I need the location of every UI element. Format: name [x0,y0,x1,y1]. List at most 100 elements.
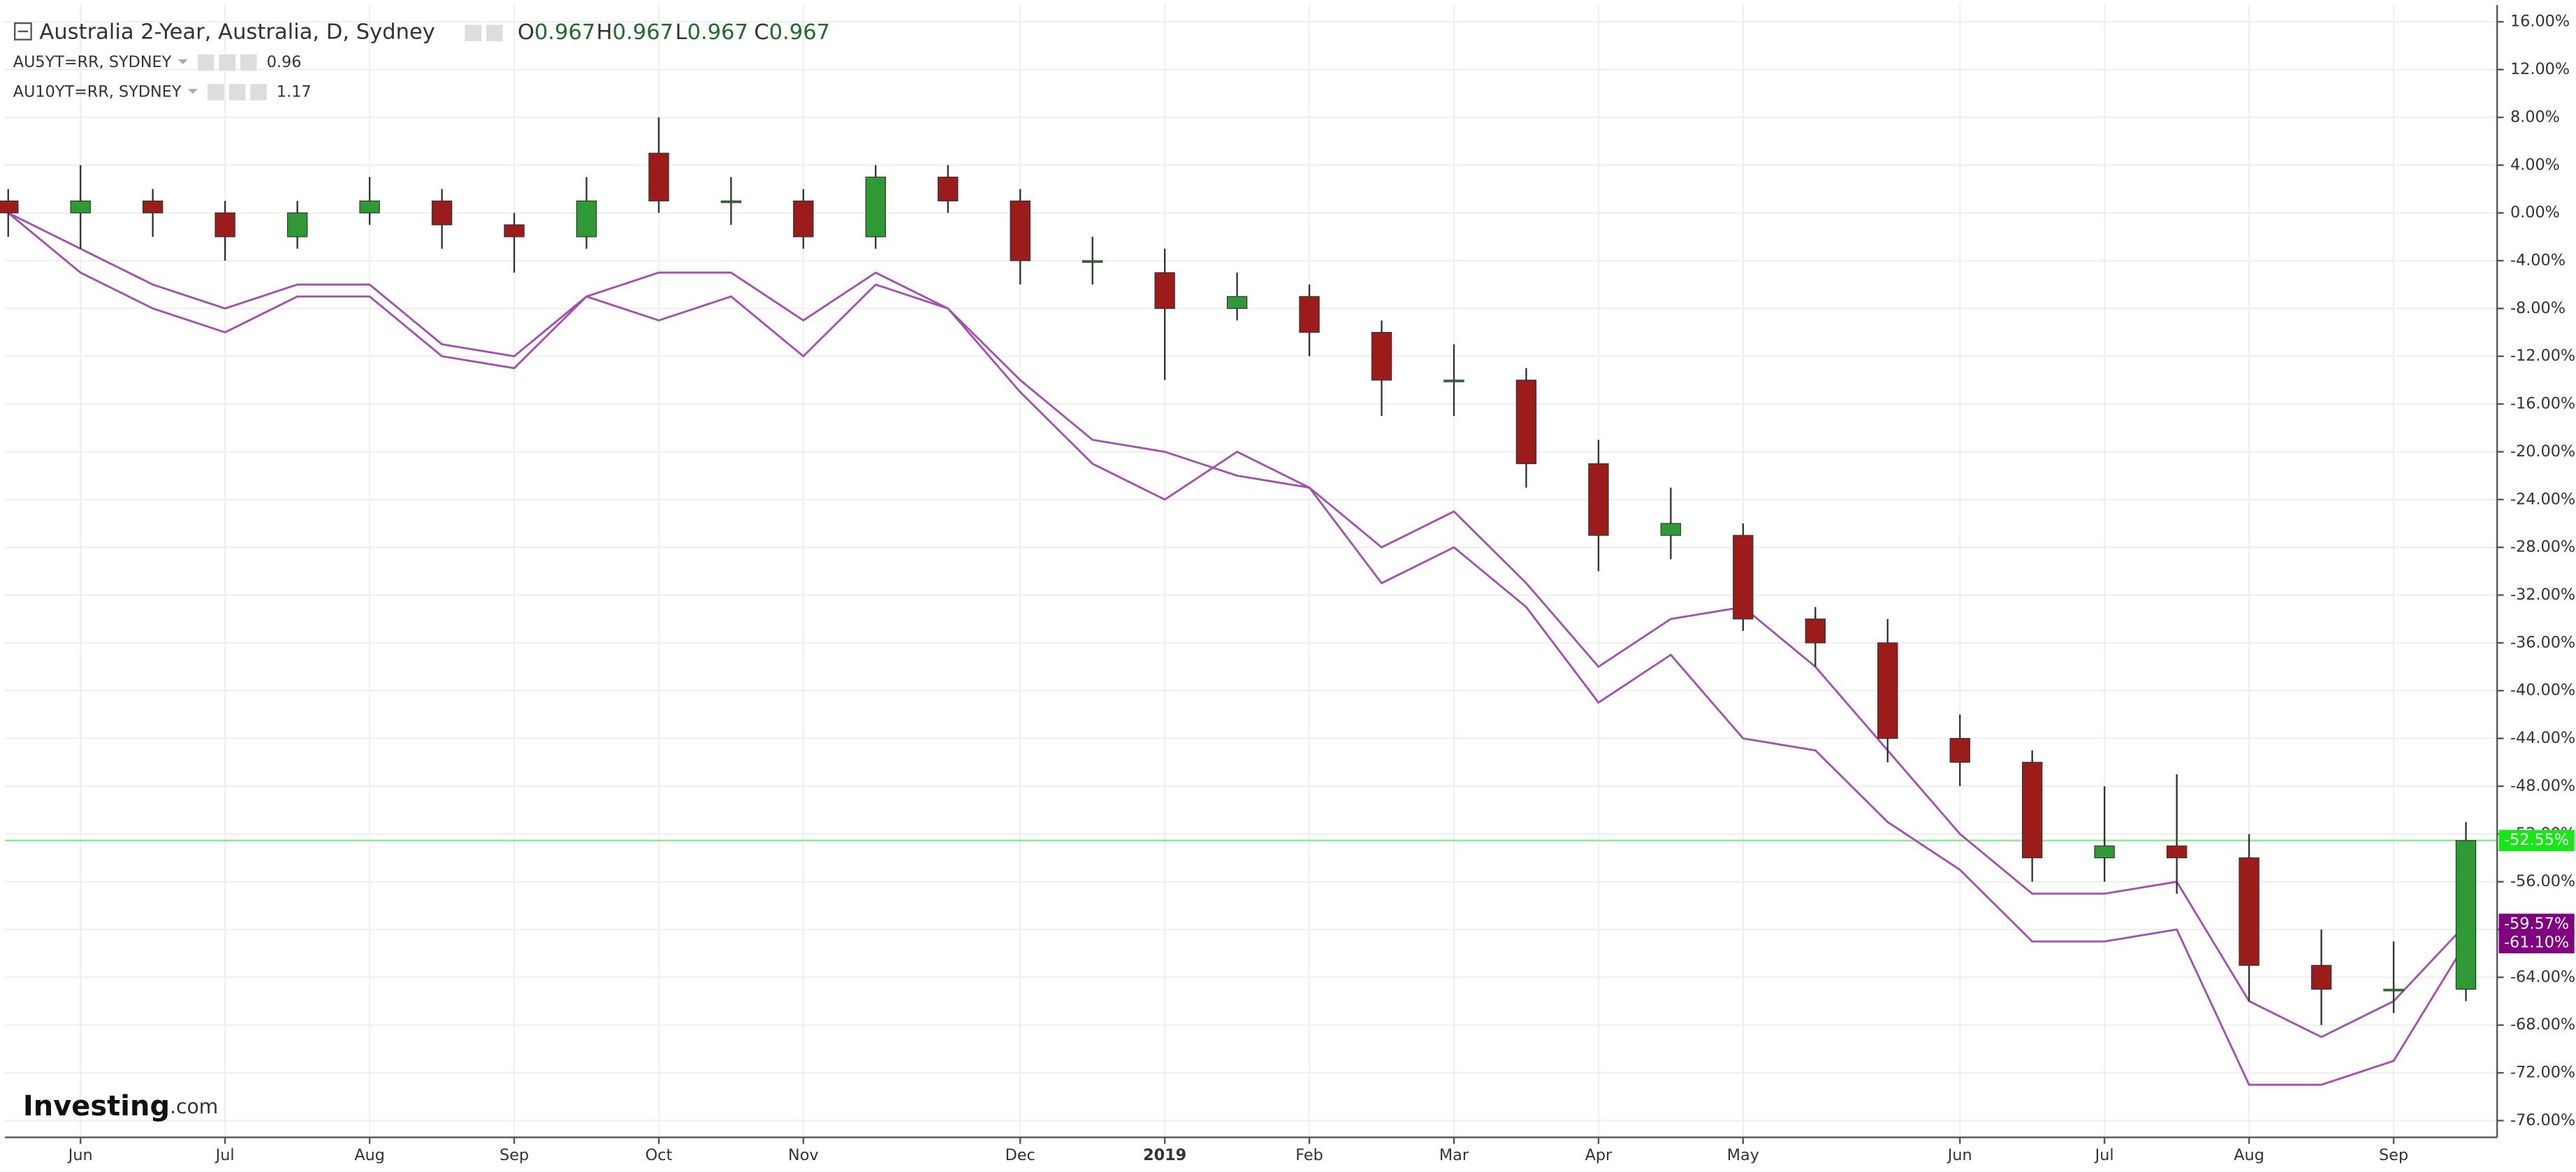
y-tick-label: -44.00% [2510,729,2575,747]
candle-body [2166,845,2188,859]
ohlc-item: C0.967 [754,20,830,45]
x-tick-label: Nov [788,1146,819,1164]
x-tick-label: Sep [500,1146,529,1164]
legend-icon [240,54,257,71]
collapse-button[interactable] [13,22,32,41]
candle-body [504,224,525,238]
settings-icon[interactable] [486,24,503,42]
y-tick-label: -28.00% [2510,538,2575,556]
ohlc-item: L0.967 [675,20,748,45]
candle-body [2094,845,2115,859]
candle-body [70,200,91,214]
candle-body [2311,964,2332,990]
x-tick-label: Feb [1295,1146,1323,1164]
legend-dropdown [177,59,188,64]
x-tick-label: Oct [646,1146,673,1164]
last-value-tag [2498,932,2575,954]
candle-body [1805,618,1826,644]
legend-icon [197,54,214,71]
y-tick-label: -20.00% [2510,442,2575,461]
ohlc-value: 0.967 [769,20,830,45]
y-tick-label: -4.00% [2510,252,2566,270]
ohlc-label: C [754,20,769,45]
candle-body [576,200,597,238]
y-tick-label: 8.00% [2510,108,2560,126]
x-tick-label: Aug [354,1146,385,1164]
candle-body [720,200,742,203]
legend-icon [250,84,267,101]
legend-name: AU5YT=RR, SYDNEY [13,53,172,71]
ohlc-value: 0.967 [534,20,595,45]
y-tick-label: -56.00% [2510,872,2575,890]
x-tick-label: Apr [1585,1146,1613,1164]
x-tick-label: Mar [1439,1146,1469,1164]
last-value-label: -59.57% [2504,915,2569,933]
legend-icon [208,84,224,101]
y-tick-label: -16.00% [2510,395,2575,413]
brand-name: Investing [23,1090,170,1122]
series-line [8,212,2467,1039]
candle-body [0,200,19,214]
y-tick-label: 0.00% [2510,203,2560,222]
x-tick-label: Jul [214,1146,235,1164]
legend-name: AU10YT=RR, SYDNEY [13,82,182,101]
y-tick-label: -8.00% [2510,299,2566,317]
series-line [7,212,2467,1086]
x-tick-label: Dec [1005,1146,1035,1164]
legend-icon [228,84,246,101]
plot [0,117,2498,1086]
candle-body [1443,379,1464,382]
x-tick-label: 2019 [1143,1146,1186,1164]
ohlc-label: H [597,20,613,45]
candle-body [1082,260,1103,263]
candle-body [142,200,163,214]
y-tick-label: 12.00% [2510,60,2570,78]
ohlc-label: O [518,20,534,45]
ohlc-item: O0.967 [518,20,596,45]
y-tick-label: -40.00% [2510,681,2575,700]
candle-body [938,176,959,202]
candle-body [2239,857,2260,966]
brand-logo: Investing.com [23,1090,218,1122]
y-tick-label: -48.00% [2510,776,2575,795]
candle-body [431,200,453,226]
candle-body [1371,331,1392,381]
y-tick-label: -24.00% [2510,490,2575,508]
y-tick-label: -64.00% [2510,968,2575,986]
candle-body [2455,840,2477,990]
y-tick-label: 4.00% [2510,156,2560,174]
legend-dropdown [187,89,198,94]
legend-value: 0.96 [267,53,302,71]
last-value-tag [2498,913,2575,935]
y-tick-label: -68.00% [2510,1015,2575,1034]
candle-body [1299,296,1320,333]
candle-body [359,200,380,214]
x-tick-label: Aug [2234,1146,2264,1164]
last-value-tag [2498,830,2575,851]
brand-suffix: .com [170,1095,218,1118]
candle-body [1660,523,1682,536]
y-tick-label: -12.00% [2510,347,2575,365]
ohlc-label: L [675,20,687,45]
candle-body [1733,535,1754,620]
candle-body [865,176,886,238]
chart-title: Australia 2-Year, Australia, D, Sydney [39,20,435,45]
last-value-label: -52.55% [2504,831,2569,849]
x-tick-label: Jul [2094,1146,2114,1164]
candle-body [214,212,235,238]
y-tick-label: -36.00% [2510,633,2575,651]
candle-body [648,152,669,202]
candle-body [1226,296,1248,309]
settings-icon[interactable] [465,24,481,42]
ohlc-item: H0.967 [597,20,674,45]
candle-body [2021,762,2043,859]
y-tick-label: -72.00% [2510,1064,2575,1082]
legend-value: 1.17 [277,82,312,101]
last-value-label: -61.10% [2504,933,2569,951]
candle-body [793,200,814,238]
candle-body [286,212,308,238]
candle-body [1515,379,1537,465]
x-tick-label: Jun [1946,1146,1972,1164]
